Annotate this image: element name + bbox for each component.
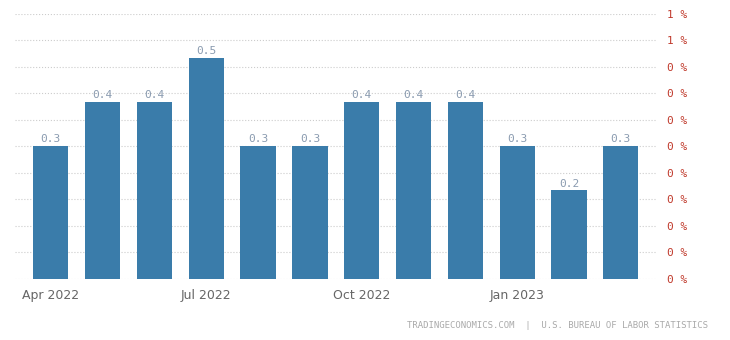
Text: 0.2: 0.2 <box>558 178 579 189</box>
Bar <box>499 146 535 279</box>
Text: 0.3: 0.3 <box>41 134 61 144</box>
Text: 0.5: 0.5 <box>196 46 216 56</box>
Bar <box>292 146 328 279</box>
Bar <box>34 146 69 279</box>
Bar <box>188 58 224 279</box>
Bar <box>603 146 638 279</box>
Text: 0.3: 0.3 <box>507 134 527 144</box>
Bar <box>85 102 120 279</box>
Bar <box>344 102 380 279</box>
Bar <box>137 102 172 279</box>
Text: 0.4: 0.4 <box>145 90 164 100</box>
Text: 0.4: 0.4 <box>404 90 423 100</box>
Text: 0.3: 0.3 <box>610 134 631 144</box>
Bar <box>447 102 483 279</box>
Text: 0.4: 0.4 <box>93 90 113 100</box>
Bar <box>551 190 586 279</box>
Bar <box>240 146 276 279</box>
Text: 0.4: 0.4 <box>456 90 475 100</box>
Bar <box>396 102 431 279</box>
Text: 0.4: 0.4 <box>352 90 372 100</box>
Text: 0.3: 0.3 <box>248 134 268 144</box>
Text: TRADINGECONOMICS.COM  |  U.S. BUREAU OF LABOR STATISTICS: TRADINGECONOMICS.COM | U.S. BUREAU OF LA… <box>407 321 708 330</box>
Text: 0.3: 0.3 <box>300 134 320 144</box>
